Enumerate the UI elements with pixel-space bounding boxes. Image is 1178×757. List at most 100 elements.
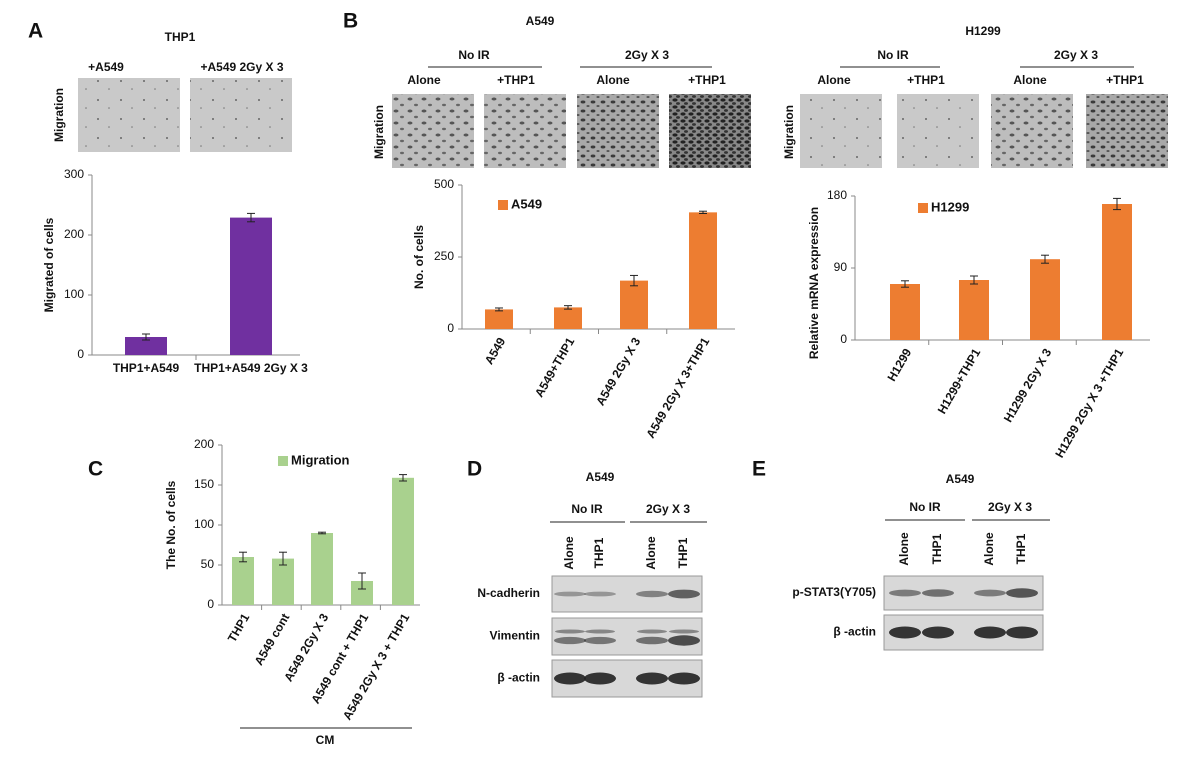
error-bar (699, 210, 707, 215)
error-bar (358, 572, 366, 590)
bar (1102, 204, 1132, 340)
error-bar (901, 280, 909, 288)
panel-label: B (343, 10, 358, 33)
y-tick-label: 150 (194, 477, 214, 491)
band (584, 636, 616, 645)
panel-title: A549 (946, 472, 975, 486)
x-tick-label: A549 cont (252, 611, 293, 668)
bar (554, 307, 582, 329)
lane-label: Alone (1013, 73, 1047, 87)
group-label: 2Gy X 3 (1054, 48, 1098, 62)
panel-title: A549 (526, 14, 555, 28)
bar (620, 280, 648, 329)
y-tick-label: 180 (827, 188, 847, 202)
y-tick-label: 200 (64, 227, 84, 241)
panel-title: THP1 (165, 30, 196, 44)
blot-label: N-cadherin (477, 586, 540, 600)
x-tick-label: H1299 (885, 346, 915, 384)
row-label: Migration (52, 88, 66, 142)
error-bar (318, 531, 326, 535)
y-tick-label: 250 (434, 249, 454, 263)
bar (485, 309, 513, 329)
legend-swatch (278, 456, 288, 466)
band (889, 626, 921, 639)
y-tick-label: 100 (194, 517, 214, 531)
lane-label: +THP1 (907, 73, 945, 87)
lane-label: +THP1 (1106, 73, 1144, 87)
x-tick-label: THP1+A549 2Gy X 3 (194, 361, 308, 375)
legend-label: A549 (511, 196, 542, 211)
band (554, 636, 586, 645)
band (668, 589, 700, 599)
bar (230, 217, 272, 355)
lane-label: Alone (897, 532, 911, 566)
y-axis-label: Migrated of cells (42, 217, 56, 312)
legend-swatch (918, 203, 928, 213)
x-tick-label-box: THP1+A549 2Gy X 3 (194, 361, 308, 375)
bar (351, 581, 373, 605)
band (554, 672, 586, 685)
lane-label: Alone (562, 536, 576, 570)
blot-label: Vimentin (490, 629, 540, 643)
x-tick-label: A549 2Gy X 3 (593, 335, 643, 408)
y-tick-label: 0 (447, 321, 454, 335)
x-tick-label: A549 2Gy X 3+THP1 (643, 335, 712, 441)
bar (689, 212, 717, 329)
lane-label: THP1 (676, 537, 690, 568)
lane-label: THP1 (930, 533, 944, 564)
error-bar (142, 333, 150, 341)
band (585, 629, 615, 634)
panel-title: A549 (586, 470, 615, 484)
band (554, 591, 586, 597)
panel-label: A (28, 20, 43, 43)
bar (311, 533, 333, 605)
error-bar (970, 275, 978, 285)
group-label: 2Gy X 3 (988, 500, 1032, 514)
band (1006, 588, 1038, 598)
y-tick-label: 0 (77, 347, 84, 361)
micrograph (1086, 94, 1168, 168)
band (636, 590, 668, 598)
lane-label: Alone (407, 73, 441, 87)
group-label: 2Gy X 3 (625, 48, 669, 62)
error-bar (239, 551, 247, 563)
micrograph (991, 94, 1073, 168)
group-label: No IR (909, 500, 941, 514)
lane-label: Alone (644, 536, 658, 570)
panel-title: H1299 (965, 24, 1001, 38)
blot-label: β -actin (833, 625, 876, 639)
panel-label: C (88, 458, 103, 481)
x-tick-label: H1299 2Gy X 3 +THP1 (1052, 346, 1126, 460)
blot-label: p-STAT3(Y705) (792, 585, 876, 599)
lane-label: +THP1 (688, 73, 726, 87)
band (668, 672, 700, 685)
bar (392, 477, 414, 605)
bar (125, 337, 167, 355)
lane-label: +THP1 (497, 73, 535, 87)
y-axis-label: The No. of cells (164, 480, 178, 569)
bar (890, 284, 920, 340)
micrograph (800, 94, 882, 168)
y-axis-label: Relative mRNA expression (807, 207, 821, 359)
group-label: No IR (877, 48, 909, 62)
band (637, 629, 667, 634)
row-label: Migration (372, 105, 386, 159)
micrograph (669, 94, 751, 168)
legend-label: Migration (291, 452, 350, 467)
bar (959, 280, 989, 340)
x-tick-label: A549+THP1 (532, 335, 577, 400)
y-tick-label: 0 (207, 597, 214, 611)
bar (1030, 259, 1060, 340)
band (889, 589, 921, 597)
band (922, 626, 954, 639)
y-tick-label: 200 (194, 437, 214, 451)
band (1006, 626, 1038, 639)
band (636, 672, 668, 685)
micrograph (78, 78, 180, 152)
band (555, 629, 585, 634)
panel-label: D (467, 458, 482, 481)
y-tick-label: 100 (64, 287, 84, 301)
band (974, 626, 1006, 639)
y-tick-label: 90 (834, 260, 848, 274)
